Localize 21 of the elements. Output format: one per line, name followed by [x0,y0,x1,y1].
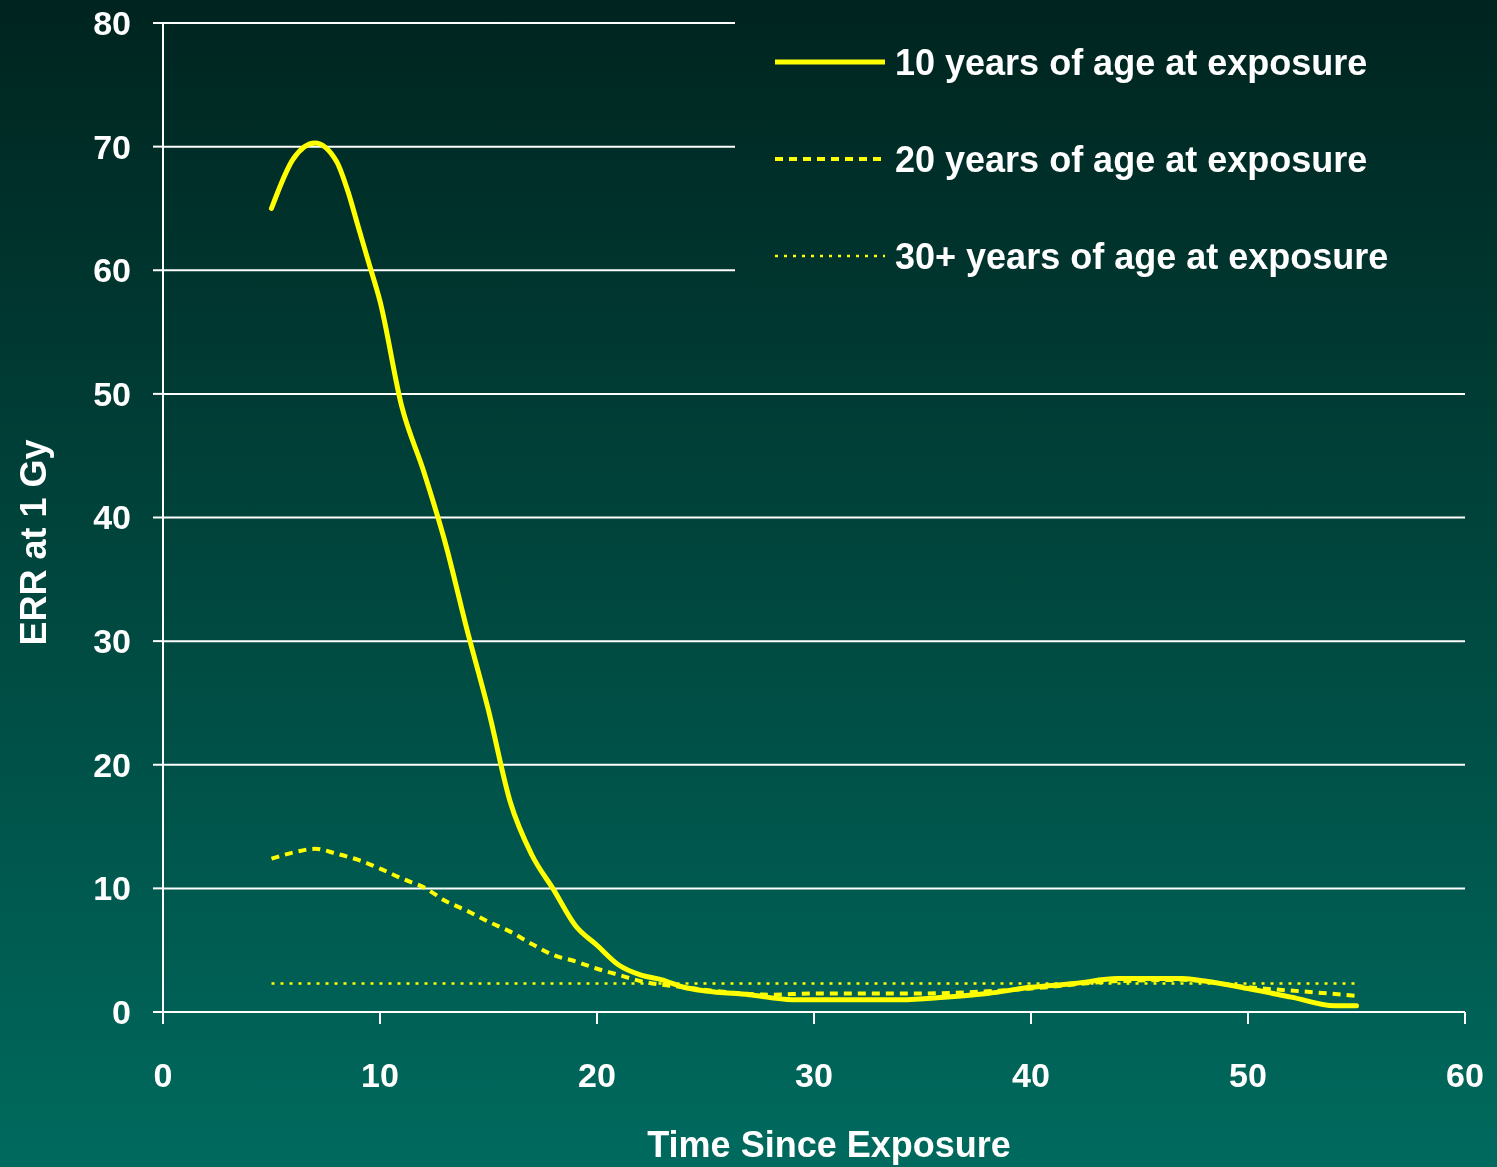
x-axis-title: Time Since Exposure [647,1124,1011,1165]
y-tick-label: 60 [93,251,131,290]
y-tick-label: 10 [93,869,131,908]
legend-label: 20 years of age at exposure [895,138,1368,180]
y-tick-label: 40 [93,498,131,537]
x-tick-label: 0 [153,1056,173,1094]
y-tick-label: 70 [93,127,131,166]
legend-label: 30+ years of age at exposure [895,235,1389,277]
x-tick-label: 40 [1012,1056,1050,1094]
y-tick-label: 0 [112,992,131,1031]
x-tick-label: 10 [361,1056,399,1094]
x-tick-label: 30 [795,1056,833,1094]
y-axis-title: ERR at 1 Gy [13,439,54,646]
y-tick-label: 80 [93,3,131,42]
y-tick-label: 30 [93,622,131,661]
x-tick-label: 20 [578,1056,616,1094]
y-tick-label: 50 [93,374,131,413]
x-tick-label: 60 [1446,1056,1484,1094]
x-tick-label: 50 [1229,1056,1267,1094]
legend-label: 10 years of age at exposure [895,41,1368,83]
y-tick-label: 20 [93,745,131,784]
